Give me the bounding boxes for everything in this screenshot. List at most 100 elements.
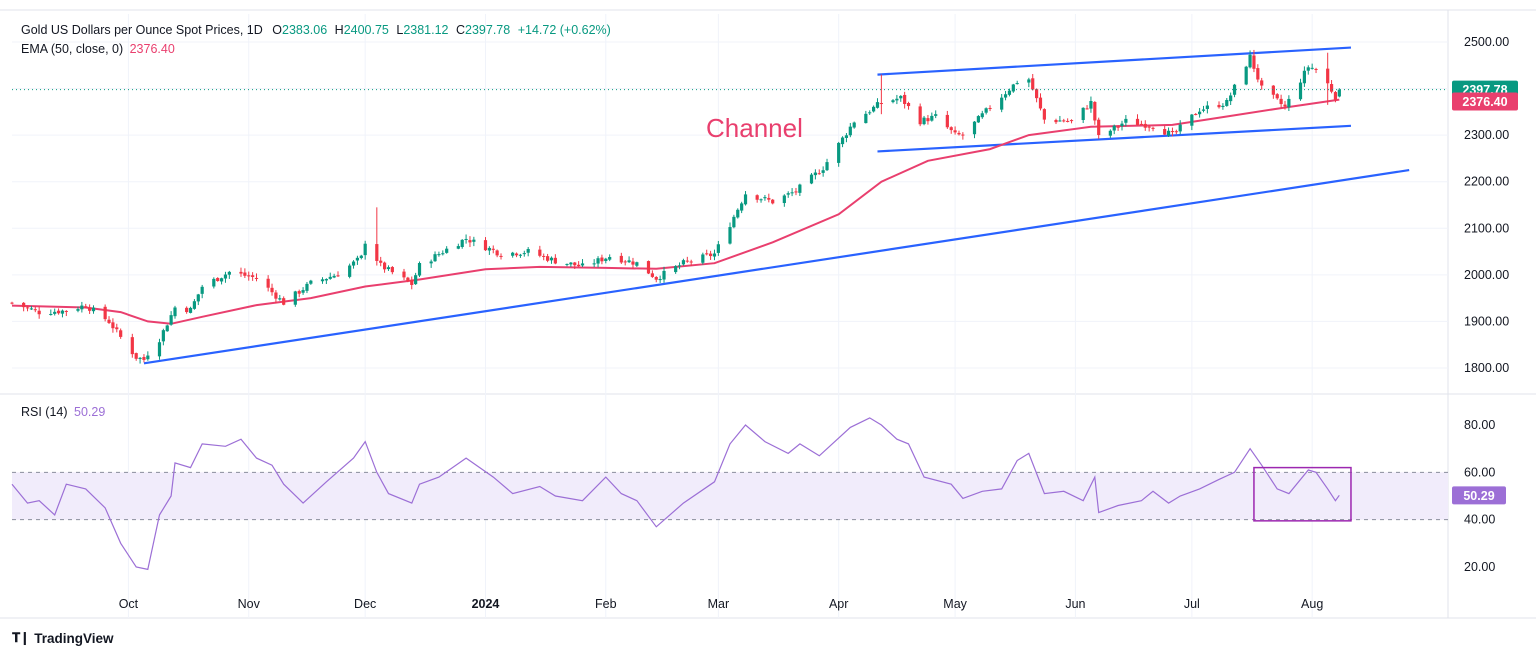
candle-body — [708, 253, 713, 257]
axis-layer: 2500.002400.002300.002200.002100.002000.… — [12, 35, 1518, 611]
candle-body — [868, 112, 872, 114]
trendlines-layer — [143, 46, 1410, 365]
ema-legend-label: EMA (50, close, 0) — [21, 42, 124, 56]
candle-body — [1062, 120, 1066, 122]
candle-body — [852, 122, 856, 128]
ema-line — [11, 98, 1340, 325]
candle-body — [930, 115, 934, 121]
price-tick-label: 2500.00 — [1464, 35, 1509, 49]
ema-legend[interactable]: EMA (50, close, 0) 2376.40 — [21, 42, 175, 56]
rsi-tick-label: 60.00 — [1464, 465, 1495, 479]
candle-body — [243, 272, 247, 276]
candle-body — [10, 302, 14, 304]
ohlc-high: H2400.75 — [334, 23, 389, 37]
candle-body — [674, 266, 678, 273]
candle-body — [573, 262, 577, 266]
candle-body — [146, 355, 150, 360]
rsi-line — [11, 417, 1340, 571]
candle-body — [1035, 89, 1039, 99]
candle-body — [608, 257, 612, 260]
candle-body — [1326, 68, 1330, 84]
candle-body — [456, 246, 460, 249]
candle-body — [577, 264, 581, 267]
candle-body — [1151, 127, 1155, 129]
candle-body — [119, 330, 123, 337]
candle-body — [336, 275, 340, 277]
candle-body — [1244, 66, 1248, 85]
rsi-value-badge-text: 50.29 — [1463, 489, 1494, 503]
candle-body — [247, 275, 251, 277]
candle-body — [1066, 120, 1070, 122]
candle-body — [254, 277, 259, 279]
candle-body — [88, 307, 92, 311]
time-tick-label: Dec — [354, 597, 376, 611]
candle-body — [1306, 67, 1310, 71]
rsi-value-badge — [1452, 486, 1506, 505]
candle-body — [1248, 54, 1252, 68]
candle-body — [1031, 78, 1035, 90]
channel-annotation: Channel — [706, 113, 803, 143]
candle-body — [33, 309, 37, 311]
candle-body — [767, 197, 771, 200]
rsi-legend[interactable]: RSI (14) 50.29 — [21, 405, 105, 419]
candle-body — [161, 330, 165, 342]
price-tick-label: 2300.00 — [1464, 128, 1509, 142]
candle-body — [1275, 94, 1279, 99]
candle-body — [1081, 107, 1085, 121]
candle-body — [429, 261, 433, 264]
candle-body — [1302, 70, 1306, 84]
candle-body — [716, 244, 720, 253]
candle-body — [25, 307, 30, 309]
time-tick-label: Nov — [238, 597, 261, 611]
candle-body — [1143, 123, 1147, 128]
candle-body — [848, 126, 852, 136]
tradingview-logo-icon: 𝐓❙ — [12, 630, 30, 645]
candle-body — [627, 260, 631, 263]
candle-body — [1147, 126, 1151, 128]
candle-body — [309, 280, 313, 284]
candle-body — [825, 162, 829, 171]
tradingview-brand: TradingView — [34, 630, 114, 646]
candle-body — [654, 276, 658, 280]
candle-body — [1217, 104, 1221, 108]
candle-body — [957, 132, 961, 135]
candle-body — [650, 273, 654, 277]
candle-body — [192, 301, 197, 309]
candle-body — [988, 107, 992, 109]
candle-body — [1120, 123, 1124, 127]
candle-body — [817, 173, 821, 175]
candle-body — [37, 310, 41, 315]
candle-body — [414, 275, 418, 285]
candle-body — [1069, 120, 1074, 122]
ohlc-open: O2383.06 — [272, 23, 328, 37]
ema-badge — [1452, 92, 1518, 111]
ohlc-change: +14.72 (+0.62%) — [517, 23, 611, 37]
ohlc-low: L2381.12 — [396, 23, 449, 37]
candle-body — [1271, 85, 1275, 95]
time-tick-label: May — [943, 597, 967, 611]
candle-body — [130, 337, 134, 355]
candle-body — [1329, 84, 1334, 92]
rsi-legend-label: RSI (14) — [21, 405, 68, 419]
candle-body — [363, 243, 367, 256]
candle-body — [76, 309, 80, 311]
candle-body — [712, 253, 717, 257]
candle-body — [1124, 118, 1128, 123]
candle-body — [899, 95, 903, 99]
candle-body — [705, 253, 709, 255]
time-tick-label: Mar — [708, 597, 730, 611]
time-tick-label: Apr — [829, 597, 848, 611]
candle-body — [1194, 113, 1198, 115]
candle-body — [483, 240, 488, 251]
candle-body — [134, 353, 138, 359]
candle-body — [794, 191, 798, 193]
candle-body — [600, 257, 604, 262]
candle-body — [49, 313, 53, 315]
candle-body — [200, 286, 204, 294]
candle-body — [864, 113, 868, 124]
tradingview-logo[interactable]: 𝐓❙ TradingView — [12, 630, 114, 646]
time-tick-label: Jun — [1065, 597, 1085, 611]
candle-body — [64, 310, 68, 312]
